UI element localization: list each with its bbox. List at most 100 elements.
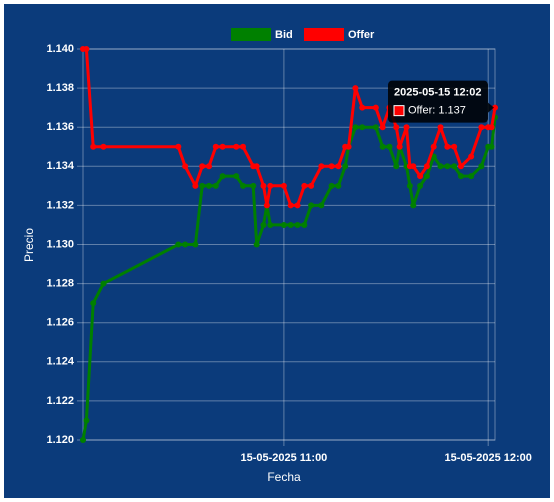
point [219,143,226,150]
point [359,124,366,131]
point [308,182,315,189]
point [83,46,90,52]
point [212,143,219,150]
point [335,163,342,170]
point [287,202,294,209]
point [253,163,260,170]
point [372,104,379,111]
y-tick-label: 1.124 [46,356,74,368]
point [294,221,301,228]
point [379,124,386,131]
point [212,182,219,189]
point [233,173,240,180]
point [468,173,475,180]
point [478,163,485,170]
point [417,182,424,189]
point [294,202,301,209]
point [403,124,410,131]
y-tick-label: 1.122 [46,395,74,407]
legend-item: Offer [304,28,375,41]
y-tick-label: 1.138 [46,82,74,94]
point [267,182,274,189]
point [335,182,342,189]
point [451,163,458,170]
point [417,173,424,180]
point [386,143,393,150]
point [192,241,199,248]
point [182,163,189,170]
tooltip: 2025-05-15 12:02 Offer: 1.137 [388,80,494,123]
point [444,143,451,150]
point [423,173,430,180]
point [301,182,308,189]
point [342,163,349,170]
point [410,163,417,170]
y-tick-label: 1.130 [46,238,74,250]
y-tick-label: 1.140 [46,43,74,55]
y-tick-label: 1.126 [46,317,74,329]
point [280,182,287,189]
point [205,163,212,170]
point [457,173,464,180]
point [352,124,359,131]
point [488,143,495,150]
series-line [83,47,497,207]
point [410,202,417,209]
y-tick-label: 1.120 [46,434,74,446]
point [359,104,366,111]
x-axis-label: Fecha [267,470,301,484]
point [233,143,240,150]
point [430,143,437,150]
point [478,124,485,131]
point [263,202,270,209]
y-tick-label: 1.134 [46,160,74,172]
point [301,221,308,228]
plot-border [82,48,496,441]
point [318,163,325,170]
point [240,182,247,189]
tooltip-swatch [393,105,405,117]
point [318,202,325,209]
point [396,143,403,150]
point [260,221,267,228]
point [328,163,335,170]
point [90,300,97,307]
point [437,163,444,170]
point [83,417,90,424]
y-tick-label: 1.128 [46,278,74,290]
point [345,143,352,150]
point [199,163,206,170]
tooltip-caret [488,102,494,113]
point [267,221,274,228]
point [451,143,458,150]
point [393,163,400,170]
point [240,143,247,150]
point [80,437,86,443]
point [175,241,182,248]
point [287,221,294,228]
point [379,143,386,150]
point [406,182,413,189]
point [260,182,267,189]
point [492,104,498,111]
legend-item: Bid [231,28,293,41]
point [199,182,206,189]
point [488,124,495,131]
point [175,143,182,150]
point [219,173,226,180]
point [328,182,335,189]
point [444,163,451,170]
point [352,85,359,92]
point [280,221,287,228]
y-tick-label: 1.132 [46,199,74,211]
legend-label: Offer [348,29,375,41]
y-tick-label: 1.136 [46,121,74,133]
point [423,163,430,170]
tooltip-label: Offer: 1.137 [408,105,466,117]
legend-swatch [231,28,271,41]
point [205,182,212,189]
point [182,241,189,248]
point [253,241,260,248]
x-tick-label: 15-05-2025 11:00 [240,452,327,464]
point [308,202,315,209]
